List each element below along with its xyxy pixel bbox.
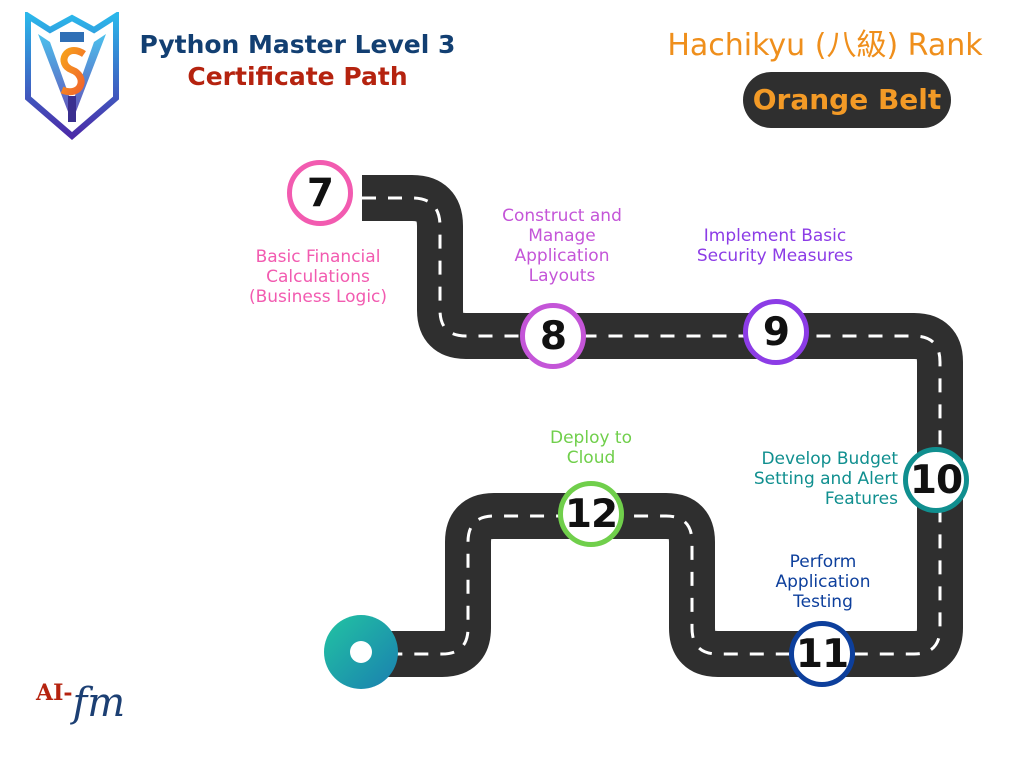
page-subtitle: Certificate Path [187,62,408,91]
milestone-7-label: Basic Financial Calculations (Business L… [248,247,388,307]
milestone-12-label: Deploy to Cloud [550,428,632,468]
shield-crest-logo-icon [25,12,119,140]
milestone-9-label: Implement Basic Security Measures [696,226,854,266]
milestone-12-badge: 12 [558,481,624,547]
milestone-8-badge: 8 [520,303,586,369]
belt-badge: Orange Belt [743,72,951,128]
milestone-11-badge: 11 [789,621,855,687]
milestone-8-label: Construct and Manage Application Layouts [502,206,622,286]
page-title: Python Master Level 3 [139,30,456,59]
milestone-10-badge: 10 [903,447,969,513]
ai-fm-logo: AI-fm [36,680,126,726]
milestone-11-label: Perform Application Testing [775,552,871,612]
milestone-10-label: Develop Budget Setting and Alert Feature… [753,449,898,509]
rank-title: Hachikyu (八級) Rank [667,28,983,63]
milestone-7-badge: 7 [287,160,353,226]
milestone-9-badge: 9 [743,299,809,365]
